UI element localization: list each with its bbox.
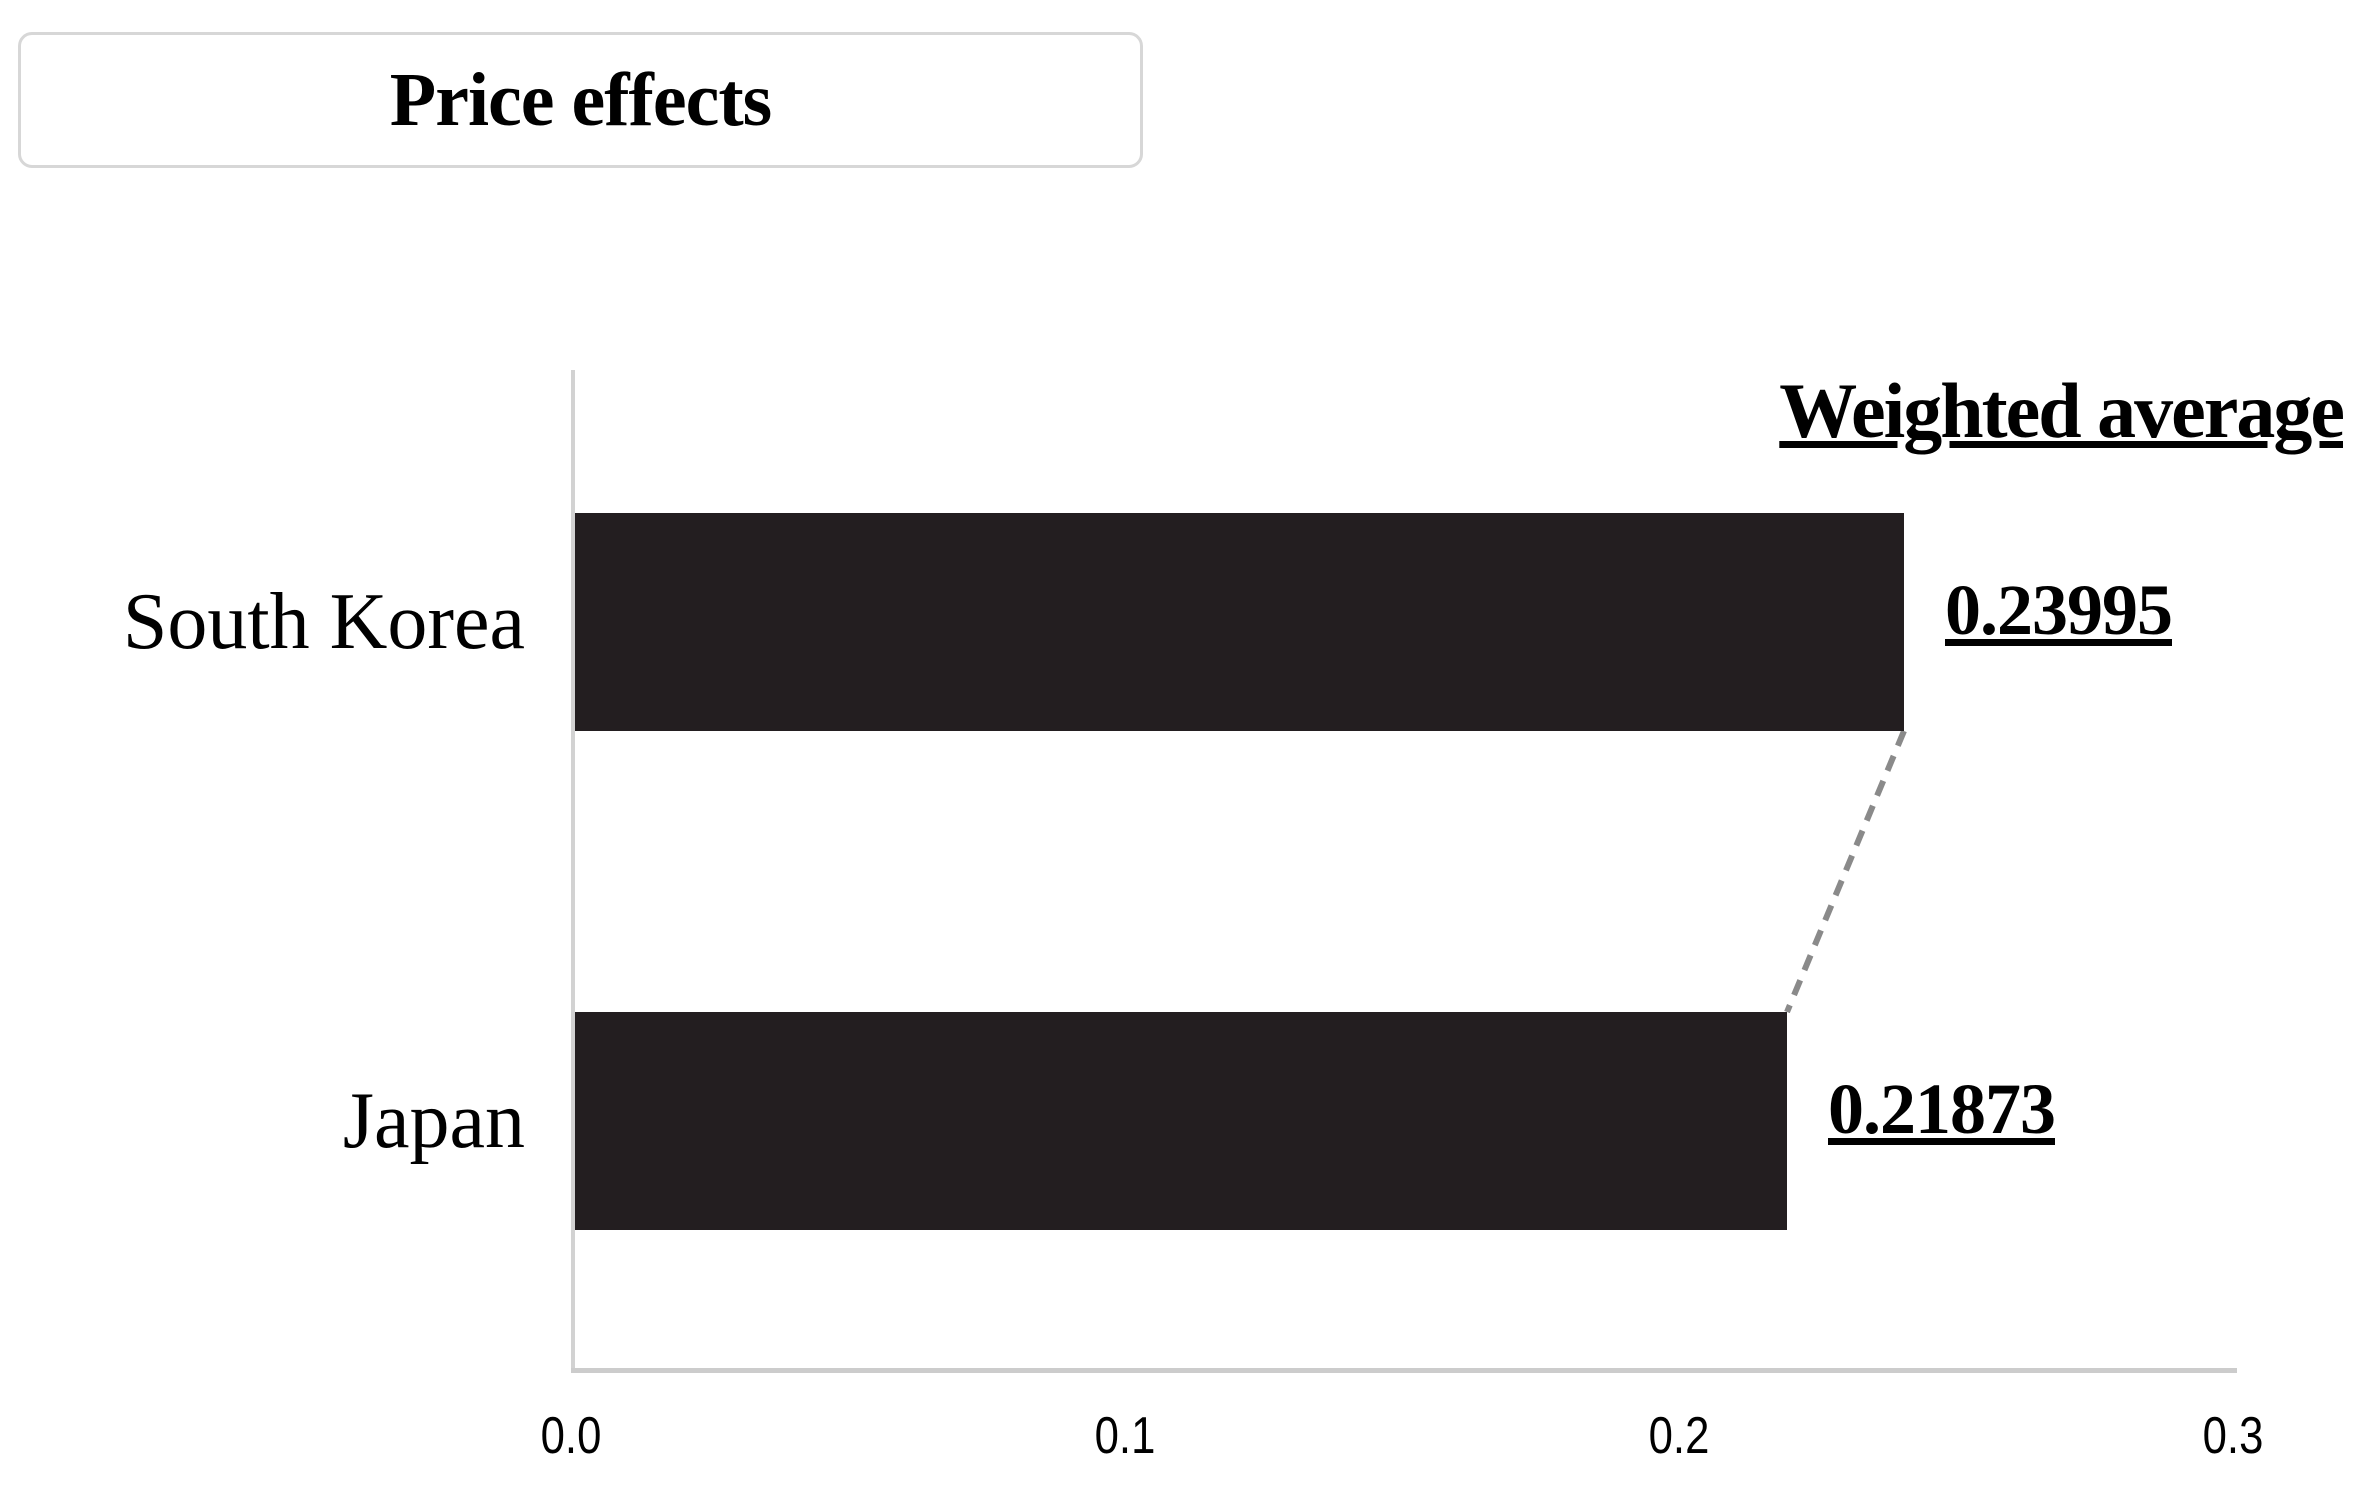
- bar: [575, 513, 1904, 731]
- x-axis-line: [571, 1368, 2237, 1373]
- weighted-average-connector-line: [1784, 729, 1907, 1014]
- bar: [575, 1012, 1787, 1230]
- x-tick-label: 0.0: [540, 1407, 602, 1465]
- x-tick-label: 0.1: [1094, 1407, 1156, 1465]
- x-tick-label: 0.3: [2202, 1407, 2264, 1465]
- y-axis-line: [571, 370, 575, 1373]
- x-tick-label: 0.2: [1648, 1407, 1710, 1465]
- value-label: 0.21873: [1828, 1069, 2056, 1149]
- weighted-average-header: Weighted average: [1779, 367, 2345, 454]
- category-label: Japan: [342, 1077, 525, 1165]
- value-label: 0.23995: [1945, 570, 2173, 650]
- chart-title: Price effects: [389, 57, 772, 142]
- category-label: South Korea: [122, 578, 525, 666]
- chart-title-box: Price effects: [18, 32, 1143, 168]
